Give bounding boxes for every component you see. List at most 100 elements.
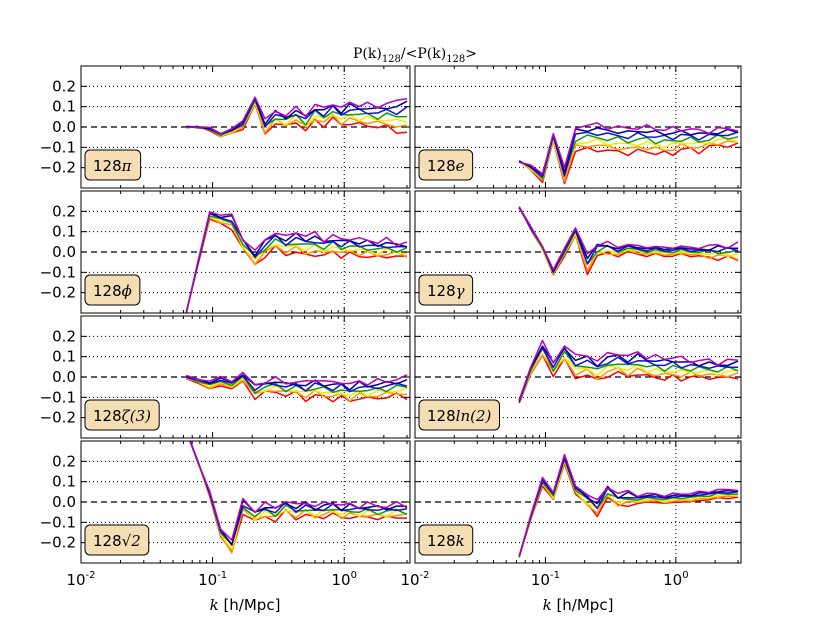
series-line-3 bbox=[518, 206, 739, 274]
y-tick-label: 0.0 bbox=[52, 118, 76, 136]
panel-label-prefix: 128 bbox=[93, 157, 122, 175]
series-line-6 bbox=[185, 211, 408, 313]
series-line-2 bbox=[185, 377, 408, 402]
x-tick-label: 10-1 bbox=[531, 570, 560, 589]
series-line-6 bbox=[189, 441, 408, 546]
series-line-2 bbox=[518, 207, 739, 276]
x-tick-base: 10 bbox=[331, 571, 350, 589]
panel-label-prefix: 128 bbox=[427, 157, 456, 175]
y-tick-label: −0.1 bbox=[40, 513, 76, 531]
panel-label: 128√2 bbox=[93, 532, 141, 550]
y-tick-label: −0.2 bbox=[40, 534, 76, 552]
series-group bbox=[518, 453, 739, 559]
series-line-3 bbox=[186, 101, 408, 138]
series-line-7 bbox=[518, 339, 739, 401]
series-group bbox=[185, 371, 408, 403]
series-line-3 bbox=[518, 459, 739, 559]
series-line-7 bbox=[518, 453, 739, 557]
panel-label-box bbox=[418, 524, 474, 556]
series-line-1 bbox=[189, 441, 407, 553]
panel-label-prefix: 128 bbox=[427, 407, 456, 425]
panel-label-box bbox=[84, 524, 150, 556]
series-line-1 bbox=[518, 462, 739, 558]
x-tick-exponent: -1 bbox=[217, 570, 227, 581]
y-tick-label: 0.0 bbox=[52, 368, 76, 386]
y-tick-label: 0.0 bbox=[52, 493, 76, 511]
series-line-6 bbox=[518, 207, 739, 273]
panel-label-prefix: 128 bbox=[93, 407, 122, 425]
x-tick-label: 10-2 bbox=[66, 570, 95, 589]
y-tick-label: 0.2 bbox=[52, 327, 76, 345]
series-line-4 bbox=[518, 458, 739, 558]
series-line-7 bbox=[186, 96, 408, 135]
series-line-7 bbox=[185, 371, 408, 386]
panel-label-symbol: ln(2) bbox=[456, 407, 492, 425]
x-tick-base: 10 bbox=[66, 571, 85, 589]
y-tick-label: −0.2 bbox=[40, 159, 76, 177]
series-line-3 bbox=[189, 441, 408, 551]
panel-label-symbol: k bbox=[456, 532, 465, 550]
panel-label-box bbox=[418, 399, 500, 431]
series-line-5 bbox=[518, 207, 739, 274]
series-line-7 bbox=[185, 211, 408, 313]
series-group bbox=[189, 441, 408, 554]
panel-label: 128ζ(3) bbox=[93, 407, 151, 425]
y-tick-label: −0.2 bbox=[40, 409, 76, 427]
panel-6: 128ln(2) bbox=[414, 315, 742, 439]
series-line-7 bbox=[189, 441, 408, 541]
panel-3: −0.2 −0.1 0.0 0.1 0.2 128ϕ bbox=[40, 190, 411, 314]
panel-label: 128ϕ bbox=[93, 282, 132, 300]
chart-title: P(k)128/<P(k)128> bbox=[353, 46, 477, 65]
x-axis-label-right: k [h/Mpc] bbox=[543, 596, 614, 614]
x-axis-label-left: k [h/Mpc] bbox=[210, 596, 281, 614]
y-tick-label: 0.2 bbox=[52, 77, 76, 95]
series-line-5 bbox=[518, 457, 739, 557]
y-tick-label: 0.0 bbox=[52, 243, 76, 261]
panel-label-prefix: 128 bbox=[93, 282, 122, 300]
y-tick-label: 0.1 bbox=[52, 98, 76, 116]
x-tick-exponent: -1 bbox=[550, 570, 560, 581]
panel-label-symbol: π bbox=[121, 157, 133, 175]
x-tick-label: 100 bbox=[331, 570, 356, 589]
series-group bbox=[518, 206, 739, 276]
series-line-4 bbox=[518, 206, 739, 273]
panel-label-symbol: γ bbox=[456, 282, 465, 300]
series-line-7 bbox=[519, 122, 739, 175]
x-tick-label: 10-2 bbox=[400, 570, 429, 589]
panel-label-box bbox=[84, 149, 142, 181]
y-tick-label: −0.1 bbox=[40, 388, 76, 406]
panel-5: −0.2 −0.1 0.0 0.1 0.2 128ζ(3) bbox=[40, 315, 411, 439]
y-tick-label: 0.2 bbox=[52, 202, 76, 220]
series-line-7 bbox=[518, 206, 739, 271]
panel-label-symbol: ζ(3) bbox=[122, 407, 152, 425]
series-line-1 bbox=[518, 354, 739, 404]
x-tick-base: 10 bbox=[198, 571, 217, 589]
panel-label-box bbox=[418, 149, 474, 181]
panel-label-box bbox=[418, 274, 474, 306]
series-line-4 bbox=[518, 345, 739, 403]
y-tick-label: 0.2 bbox=[52, 452, 76, 470]
series-line-6 bbox=[518, 127, 739, 176]
series-line-2 bbox=[518, 461, 739, 558]
panel-label: 128π bbox=[93, 157, 133, 175]
panel-label-prefix: 128 bbox=[427, 532, 456, 550]
panel-label: 128e bbox=[427, 157, 465, 175]
panel-4: 128γ bbox=[414, 190, 742, 314]
x-tick-label: 100 bbox=[663, 570, 688, 589]
panel-label-symbol: √2 bbox=[122, 532, 141, 550]
y-tick-label: −0.1 bbox=[40, 138, 76, 156]
y-tick-label: 0.1 bbox=[52, 348, 76, 366]
series-line-6 bbox=[518, 345, 739, 401]
x-tick-base: 10 bbox=[663, 571, 682, 589]
series-line-2 bbox=[185, 216, 408, 313]
series-line-5 bbox=[518, 131, 739, 178]
x-tick-base: 10 bbox=[400, 571, 419, 589]
x-tick-base: 10 bbox=[531, 571, 550, 589]
panel-label-box bbox=[84, 399, 160, 431]
y-tick-label: 0.1 bbox=[52, 473, 76, 491]
x-tick-exponent: 0 bbox=[351, 570, 357, 581]
series-line-2 bbox=[189, 441, 408, 554]
